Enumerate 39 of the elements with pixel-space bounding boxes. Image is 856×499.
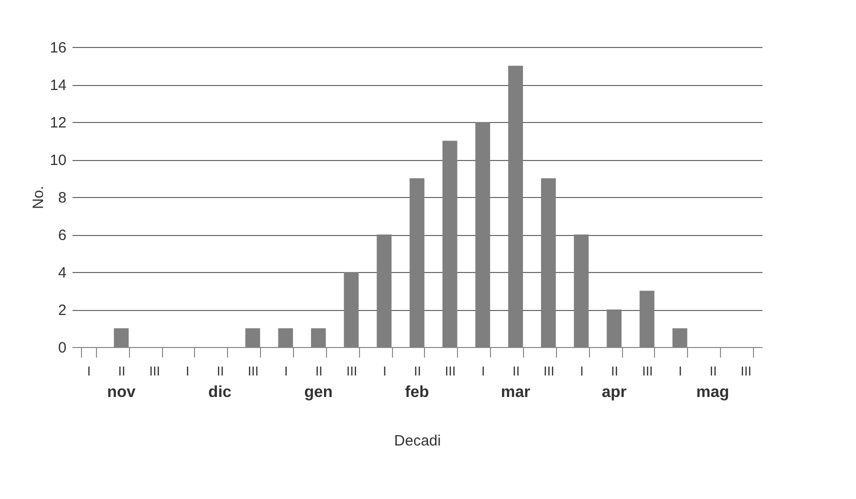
x-tick-label: II	[216, 364, 224, 378]
x-tick-label: III	[642, 364, 653, 378]
y-tick-label: 8	[58, 190, 66, 206]
text: dic	[208, 384, 232, 401]
x-tick-label: I	[580, 364, 584, 378]
x-axis-title: Decadi	[394, 432, 441, 450]
x-tick-label: III	[149, 364, 160, 378]
text: nov	[107, 384, 136, 401]
x-tick-label: I	[186, 364, 190, 378]
y-tick-label: 14	[50, 77, 66, 94]
x-tick-label: III	[740, 364, 752, 378]
x-tick-label: II	[315, 364, 323, 378]
x-tick-label: III	[248, 364, 259, 378]
x-tick-label: III	[444, 364, 456, 378]
y-tick-label: 12	[50, 114, 66, 132]
y-tick-label: 2	[58, 302, 66, 319]
x-tick-label: I	[284, 364, 288, 378]
y-tick-label: 0	[58, 340, 66, 356]
x-tick-label: I	[87, 364, 91, 378]
x-tick-label: II	[512, 364, 520, 378]
x-tick-label: II	[611, 364, 618, 378]
y-tick-label: 16	[50, 40, 66, 56]
text: mar	[500, 384, 530, 401]
x-tick-label: II	[118, 364, 126, 378]
x-tick-label: III	[544, 364, 554, 378]
y-tick-label: 10	[50, 152, 66, 169]
x-tick-label: II	[414, 364, 422, 378]
x-tick-label: I	[382, 364, 386, 378]
text: feb	[405, 384, 430, 401]
y-axis-title: No.	[30, 186, 47, 210]
y-tick-label: 6	[58, 227, 66, 244]
x-tick-label: I	[678, 364, 682, 378]
x-tick-label: I	[481, 364, 486, 378]
x-tick-label: III	[346, 364, 358, 378]
text: apr	[602, 384, 627, 401]
y-tick-label: 4	[58, 264, 66, 282]
x-tick-label: II	[710, 364, 717, 378]
text: gen	[304, 384, 333, 401]
text: mag	[696, 384, 730, 401]
